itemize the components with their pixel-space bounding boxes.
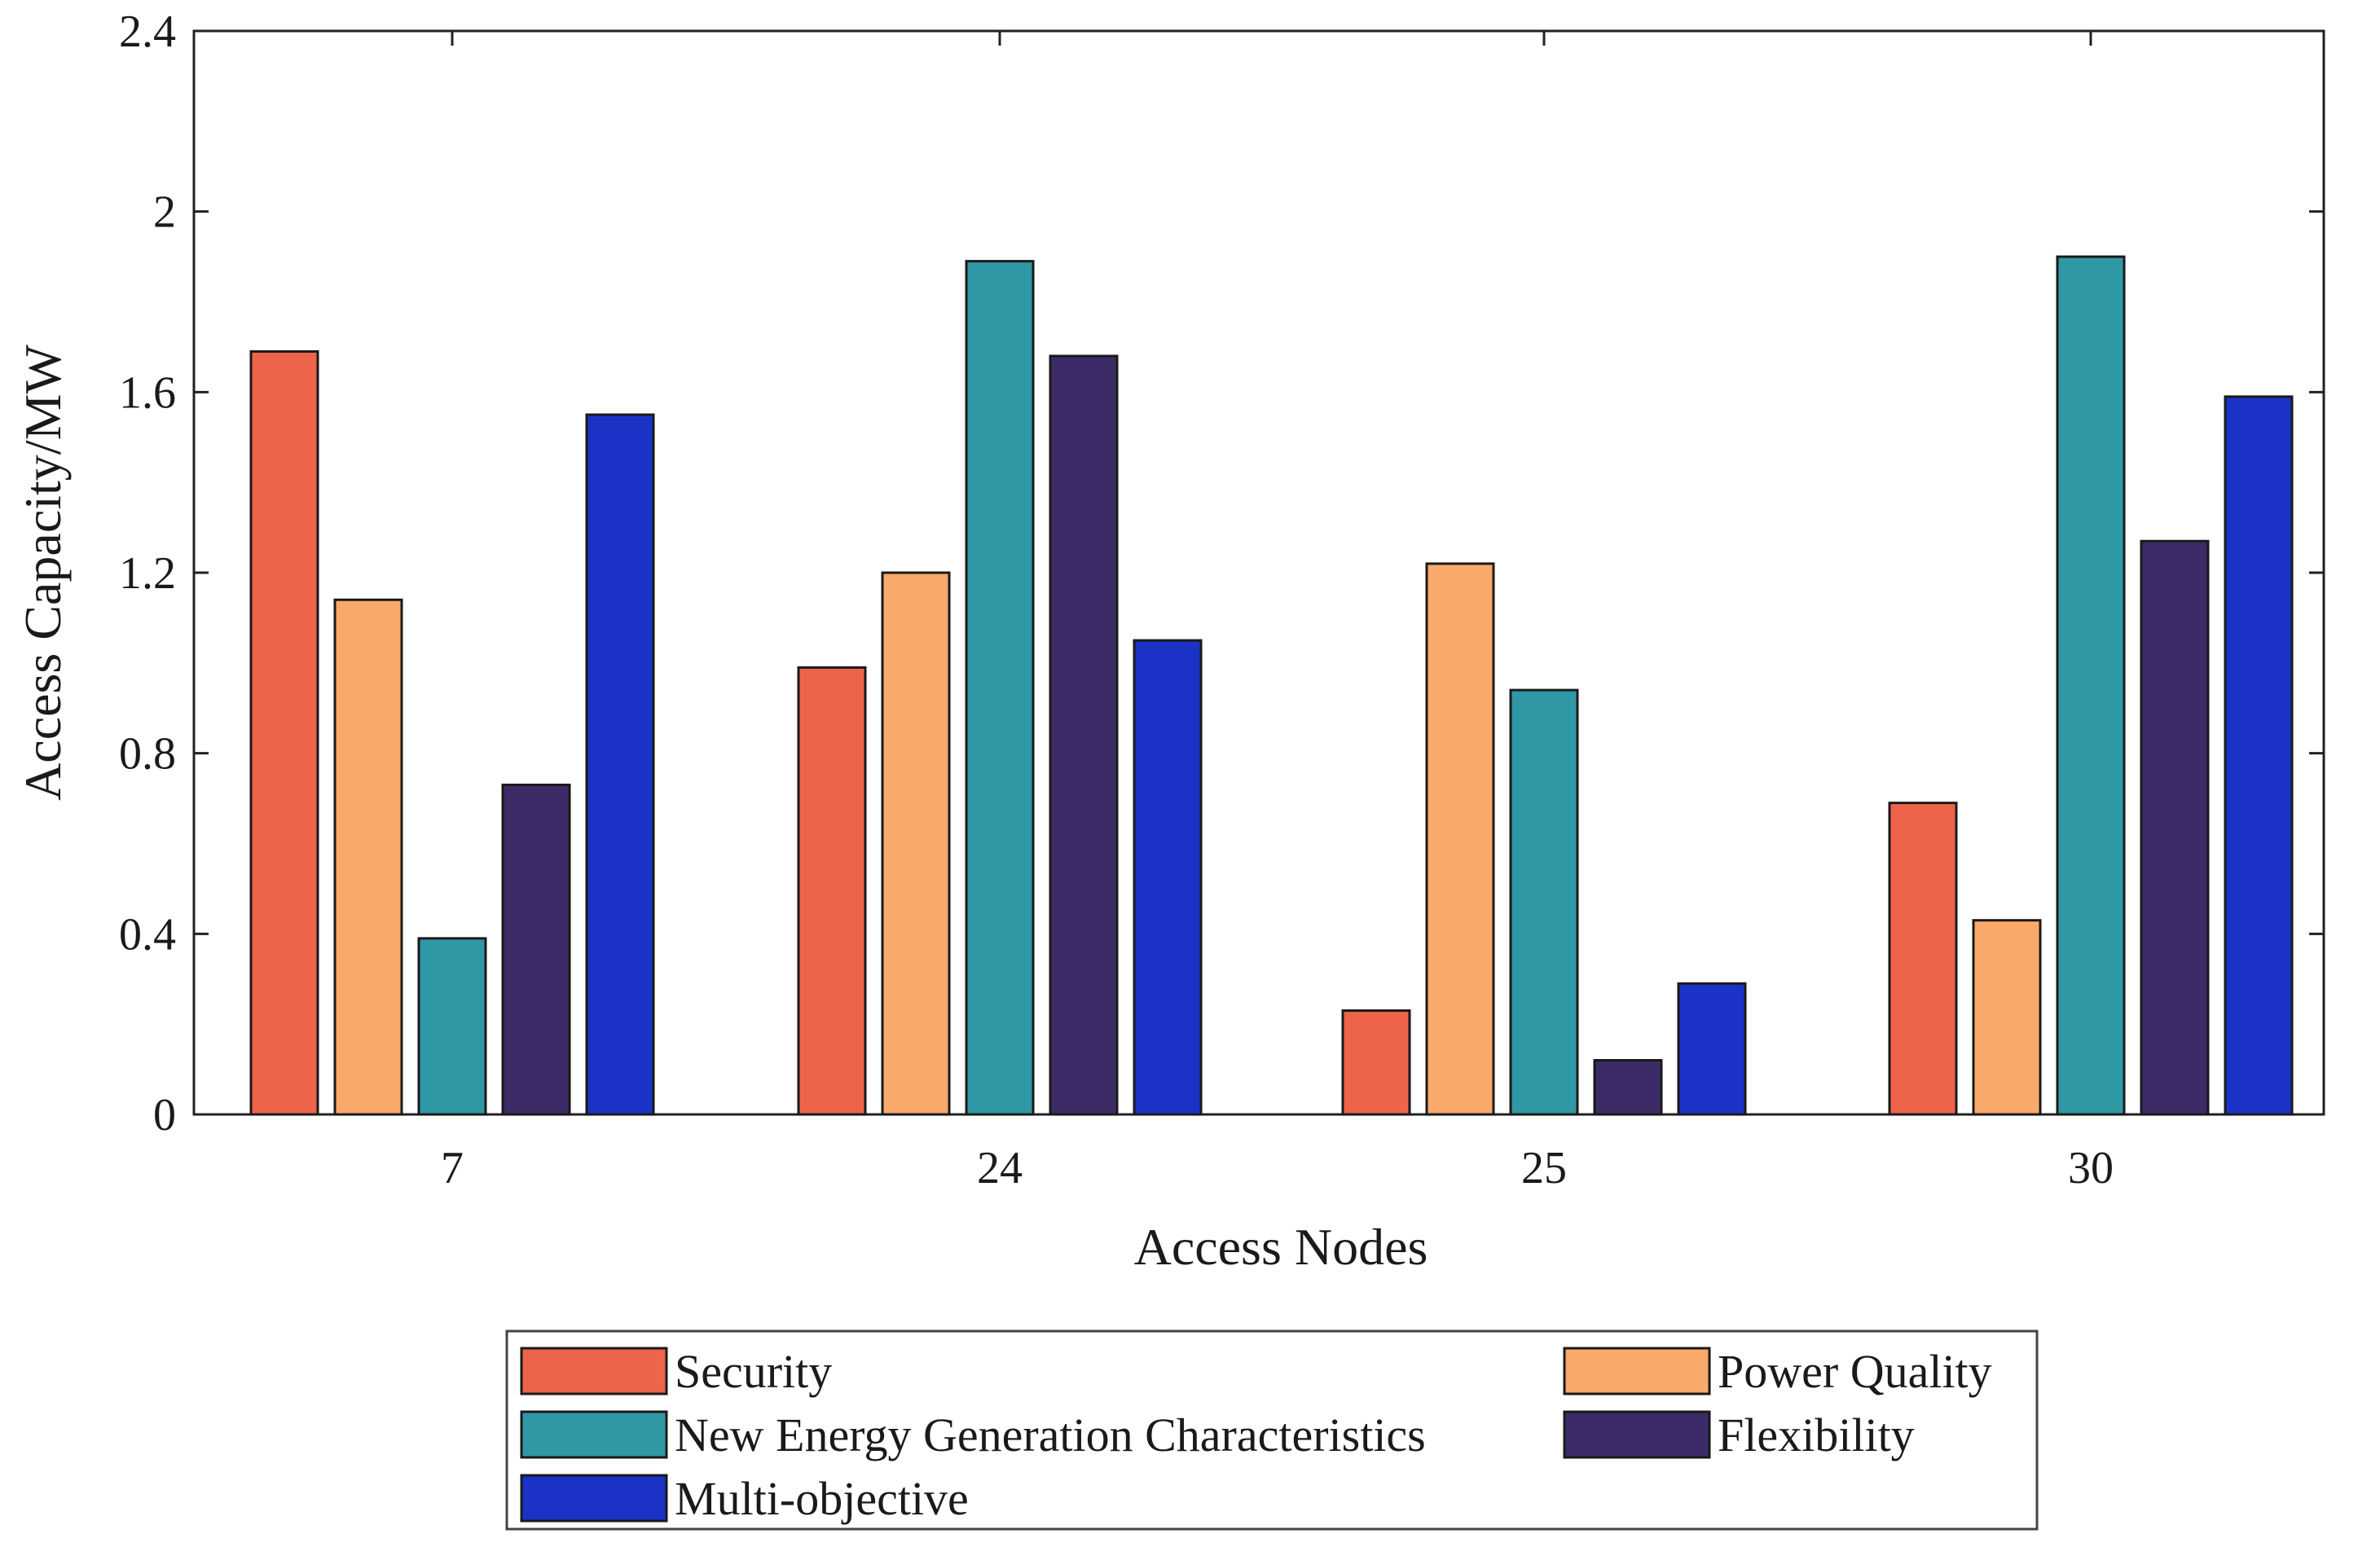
y-tick-label: 1.2 bbox=[119, 548, 176, 599]
bar-flexibility-node-7 bbox=[501, 783, 571, 1116]
bar-security-node-30 bbox=[1888, 802, 1958, 1116]
x-tick-label: 24 bbox=[977, 1143, 1023, 1193]
y-axis: 0 0.4 0.8 1.2 1.6 2 2.4 bbox=[119, 7, 2324, 1140]
legend-label-power-quality: Power Quality bbox=[1718, 1345, 1992, 1398]
bar-new-energy-generation-characteristics-node-7 bbox=[417, 937, 487, 1116]
legend-box bbox=[505, 1329, 2039, 1531]
y-axis-title: Access Capacity/MW bbox=[14, 345, 72, 801]
y-tick-label: 2.4 bbox=[119, 7, 176, 57]
x-tick-label: 25 bbox=[1521, 1143, 1567, 1193]
bar-multi-objective-node-24 bbox=[1133, 639, 1203, 1116]
y-tick-label: 0 bbox=[153, 1090, 176, 1140]
bar-power-quality-node-25 bbox=[1425, 562, 1495, 1116]
bar-flexibility-node-25 bbox=[1593, 1059, 1663, 1116]
bar-multi-objective-node-30 bbox=[2224, 395, 2294, 1116]
y-tick-label: 1.6 bbox=[119, 367, 176, 418]
legend-label-multi-objective: Multi-objective bbox=[675, 1472, 969, 1525]
legend-label-security: Security bbox=[675, 1345, 832, 1398]
bar-security-node-7 bbox=[249, 349, 319, 1116]
bar-power-quality-node-7 bbox=[333, 598, 403, 1116]
bar-new-energy-generation-characteristics-node-25 bbox=[1509, 688, 1579, 1116]
legend-swatch-power-quality bbox=[1563, 1347, 1711, 1395]
bar-multi-objective-node-7 bbox=[585, 413, 655, 1116]
x-tick-label: 7 bbox=[441, 1143, 464, 1193]
bar-multi-objective-node-25 bbox=[1677, 982, 1747, 1116]
legend-swatch-flexibility bbox=[1563, 1410, 1711, 1459]
bar-new-energy-generation-characteristics-node-30 bbox=[2056, 255, 2126, 1116]
legend-swatch-security bbox=[520, 1347, 668, 1395]
legend-label-flexibility: Flexibility bbox=[1718, 1409, 1915, 1461]
bar-new-energy-generation-characteristics-node-24 bbox=[965, 260, 1035, 1116]
x-tick-label: 30 bbox=[2068, 1143, 2114, 1193]
x-axis: 7 24 25 30 bbox=[441, 31, 2114, 1193]
bar-security-node-25 bbox=[1341, 1009, 1411, 1116]
y-tick-label: 2 bbox=[153, 187, 176, 238]
bars bbox=[249, 255, 2294, 1116]
y-tick-label: 0.4 bbox=[119, 909, 176, 960]
bar-power-quality-node-30 bbox=[1972, 919, 2042, 1116]
x-axis-title: Access Nodes bbox=[1134, 1218, 1428, 1276]
legend-swatch-multi-objective bbox=[520, 1474, 668, 1523]
bar-power-quality-node-24 bbox=[881, 571, 951, 1116]
bar-security-node-24 bbox=[797, 666, 867, 1116]
bar-flexibility-node-30 bbox=[2140, 539, 2210, 1116]
legend: Security Power Quality New Energy Generati… bbox=[505, 1329, 2039, 1531]
legend-swatch-new-energy-generation-characteristics bbox=[520, 1410, 668, 1459]
y-tick-label: 0.8 bbox=[119, 729, 176, 780]
legend-label-new-energy-generation-characteristics: New Energy Generation Characteristics bbox=[675, 1409, 1426, 1461]
bar-flexibility-node-24 bbox=[1049, 354, 1119, 1116]
